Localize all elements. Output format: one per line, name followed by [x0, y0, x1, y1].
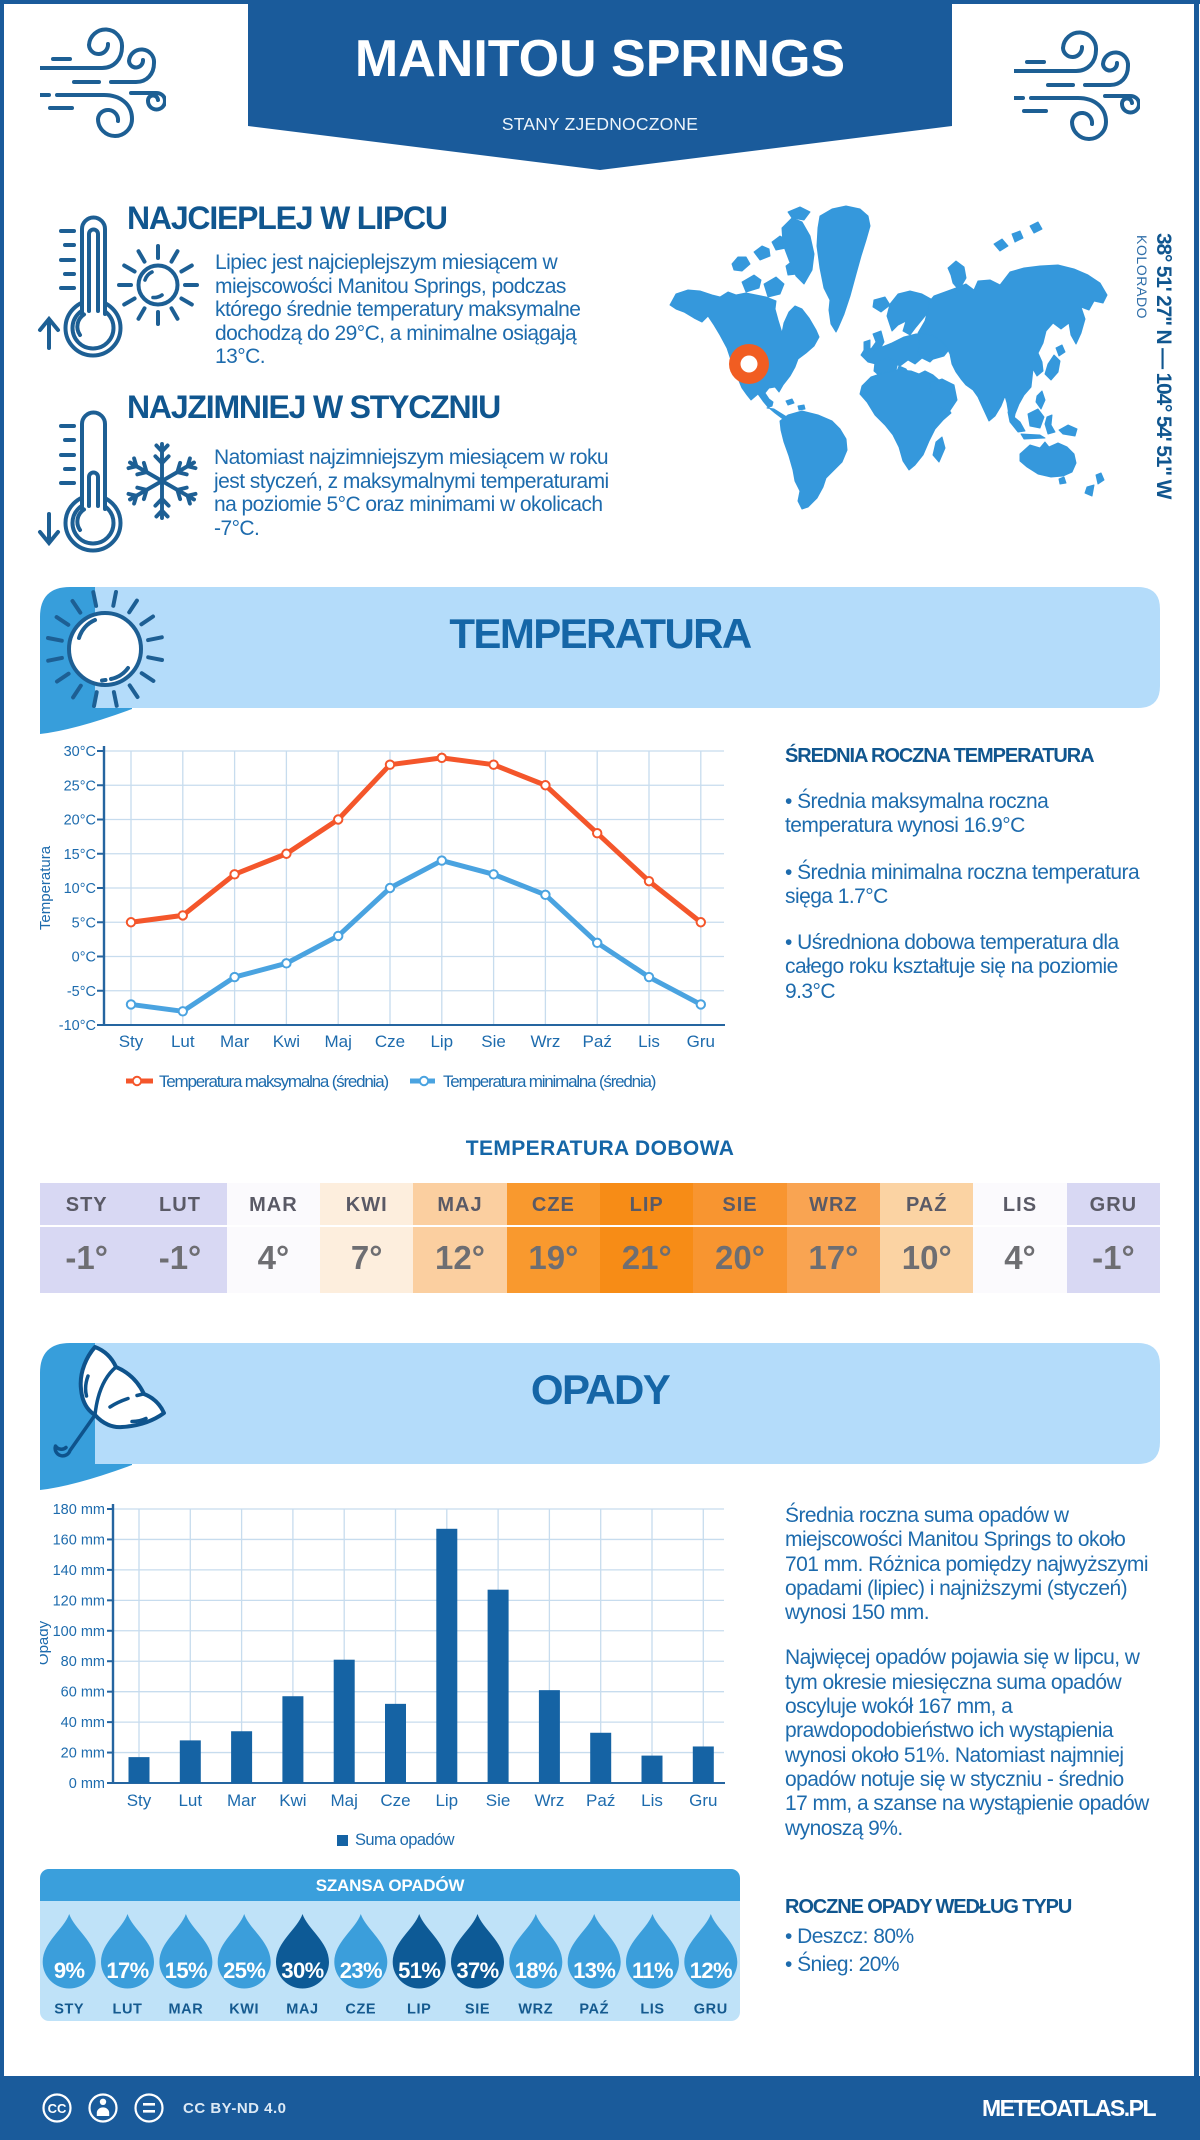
svg-text:Temperatura: Temperatura — [40, 845, 54, 930]
svg-text:Lut: Lut — [171, 1032, 195, 1051]
svg-text:30%: 30% — [281, 1958, 323, 1983]
svg-text:Paź: Paź — [583, 1032, 612, 1051]
svg-text:11%: 11% — [632, 1958, 673, 1983]
svg-text:Lis: Lis — [641, 1791, 663, 1810]
svg-text:Paź: Paź — [586, 1791, 615, 1810]
svg-text:Mar: Mar — [220, 1032, 250, 1051]
svg-text:Maj: Maj — [324, 1032, 351, 1051]
svg-text:GRU: GRU — [694, 2002, 728, 2018]
svg-text:12%: 12% — [690, 1958, 732, 1983]
svg-text:160 mm: 160 mm — [53, 1532, 105, 1548]
svg-text:Gru: Gru — [687, 1032, 715, 1051]
svg-text:Sie: Sie — [486, 1791, 511, 1810]
svg-text:Lip: Lip — [435, 1791, 458, 1810]
svg-text:10°C: 10°C — [64, 881, 96, 897]
svg-text:CC: CC — [48, 2101, 67, 2116]
svg-text:5°C: 5°C — [72, 915, 96, 931]
svg-text:120 mm: 120 mm — [53, 1593, 105, 1609]
svg-text:13%: 13% — [573, 1958, 615, 1983]
svg-text:KWI: KWI — [229, 2002, 259, 2018]
svg-text:Sty: Sty — [127, 1791, 152, 1810]
svg-text:25%: 25% — [223, 1958, 265, 1983]
svg-text:18%: 18% — [515, 1958, 557, 1983]
svg-text:Lip: Lip — [430, 1032, 453, 1051]
svg-text:Sty: Sty — [119, 1032, 144, 1051]
svg-text:25°C: 25°C — [64, 778, 96, 794]
svg-text:Maj: Maj — [330, 1791, 357, 1810]
svg-text:LIP: LIP — [407, 2002, 431, 2018]
svg-text:140 mm: 140 mm — [53, 1563, 105, 1579]
svg-text:MAR: MAR — [168, 2002, 203, 2018]
svg-text:Sie: Sie — [481, 1032, 506, 1051]
svg-text:CZE: CZE — [345, 2002, 376, 2018]
svg-text:LUT: LUT — [113, 2002, 143, 2018]
svg-text:80 mm: 80 mm — [61, 1654, 105, 1670]
svg-text:Gru: Gru — [689, 1791, 717, 1810]
svg-text:-10°C: -10°C — [59, 1018, 96, 1034]
svg-text:Lis: Lis — [638, 1032, 660, 1051]
svg-text:Mar: Mar — [227, 1791, 257, 1810]
svg-text:15°C: 15°C — [64, 847, 96, 863]
svg-text:Cze: Cze — [380, 1791, 410, 1810]
svg-text:PAŹ: PAŹ — [579, 2001, 609, 2018]
svg-text:STY: STY — [54, 2002, 84, 2018]
svg-text:Kwi: Kwi — [273, 1032, 300, 1051]
svg-text:Temperatura minimalna (średnia: Temperatura minimalna (średnia) — [443, 1072, 656, 1091]
svg-text:23%: 23% — [340, 1958, 382, 1983]
svg-text:Kwi: Kwi — [279, 1791, 306, 1810]
svg-text:Wrz: Wrz — [534, 1791, 564, 1810]
svg-text:30°C: 30°C — [64, 744, 96, 760]
svg-text:51%: 51% — [398, 1958, 440, 1983]
svg-text:Cze: Cze — [375, 1032, 405, 1051]
svg-text:Temperatura maksymalna (średni: Temperatura maksymalna (średnia) — [159, 1072, 389, 1091]
svg-text:100 mm: 100 mm — [53, 1624, 105, 1640]
svg-text:15%: 15% — [165, 1958, 207, 1983]
svg-text:37%: 37% — [456, 1958, 498, 1983]
svg-text:40 mm: 40 mm — [61, 1715, 105, 1731]
svg-text:60 mm: 60 mm — [61, 1685, 105, 1701]
svg-text:Lut: Lut — [178, 1791, 202, 1810]
svg-text:Opady: Opady — [40, 1620, 52, 1665]
svg-text:WRZ: WRZ — [518, 2002, 553, 2018]
svg-text:LIS: LIS — [640, 2002, 664, 2018]
svg-text:20 mm: 20 mm — [61, 1746, 105, 1762]
svg-text:20°C: 20°C — [64, 813, 96, 829]
svg-text:0 mm: 0 mm — [69, 1776, 105, 1792]
svg-text:17%: 17% — [106, 1958, 148, 1983]
svg-text:Wrz: Wrz — [530, 1032, 560, 1051]
svg-text:MAJ: MAJ — [286, 2002, 318, 2018]
svg-text:9%: 9% — [54, 1958, 85, 1983]
svg-text:SIE: SIE — [465, 2002, 490, 2018]
svg-text:-5°C: -5°C — [67, 984, 96, 1000]
svg-text:180 mm: 180 mm — [53, 1502, 105, 1518]
svg-text:Suma opadów: Suma opadów — [355, 1831, 455, 1849]
svg-text:0°C: 0°C — [72, 950, 96, 966]
